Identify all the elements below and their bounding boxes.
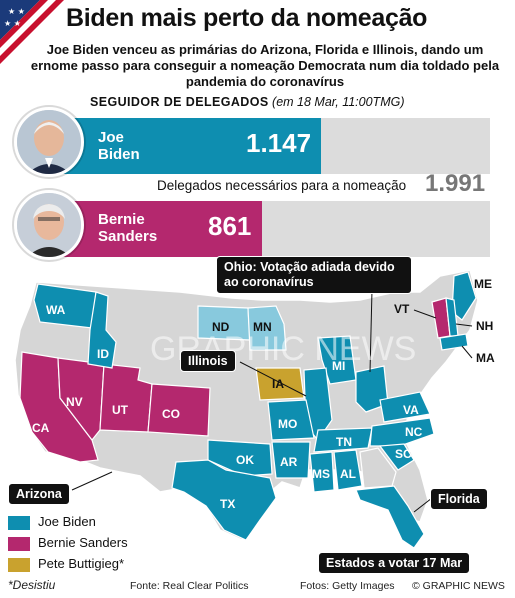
label-me: ME (474, 277, 492, 291)
state-wa (33, 283, 97, 329)
label-nc: NC (405, 425, 423, 439)
legend-sanders: Bernie Sanders (8, 535, 128, 551)
label-nv: NV (66, 395, 83, 409)
label-mn: MN (253, 320, 272, 334)
state-al (333, 449, 363, 491)
callout-illinois: Illinois (180, 350, 236, 372)
state-ar (271, 441, 311, 479)
label-ma: MA (476, 351, 495, 365)
needed-value: 1.991 (425, 170, 486, 197)
label-mi: MI (332, 359, 345, 373)
callout-arizona: Arizona (8, 483, 70, 505)
label-vt: VT (394, 302, 410, 316)
label-nh: NH (476, 319, 493, 333)
sanders-delegates: 861 (208, 211, 252, 241)
label-ut: UT (112, 403, 129, 417)
svg-text:★ ★: ★ ★ (8, 7, 25, 16)
label-sc: SC (395, 447, 412, 461)
needed-label: Delegados necessários para a nomeação (157, 178, 407, 193)
label-id: ID (97, 347, 109, 361)
state-ga (359, 447, 397, 489)
biden-delegates: 1.147 (246, 128, 312, 158)
page-subtitle: Joe Biden venceu as primárias do Arizona… (30, 42, 500, 89)
label-ar: AR (280, 455, 298, 469)
state-mo (267, 399, 315, 441)
label-ms: MS (312, 467, 330, 481)
us-flag-corner-icon: ★ ★ ★ ★ (0, 0, 70, 70)
state-ms (309, 451, 335, 493)
tracker-note: (em 18 Mar, 11:00TMG) (272, 95, 405, 109)
sanders-photo (14, 190, 84, 260)
label-co: CO (162, 407, 180, 421)
svg-text:★ ★: ★ ★ (4, 19, 21, 28)
label-nd: ND (212, 320, 230, 334)
state-mn (247, 305, 287, 351)
label-tn: TN (336, 435, 352, 449)
label-wa: WA (46, 303, 66, 317)
legend-biden-swatch (8, 515, 30, 530)
legend-biden: Joe Biden (8, 514, 96, 530)
label-mo: MO (278, 417, 297, 431)
footer-note: *Desistiu (8, 578, 56, 592)
label-al: AL (340, 467, 356, 481)
biden-bar-fill (40, 118, 321, 174)
legend-buttigieg: Pete Buttigieg* (8, 556, 124, 572)
footer-source: Fonte: Real Clear Politics (130, 580, 249, 592)
state-tx (171, 459, 277, 541)
label-tx: TX (220, 497, 235, 511)
page-title: Biden mais perto da nomeação (66, 4, 428, 32)
state-mi (317, 335, 357, 385)
legend-buttigieg-swatch (8, 557, 30, 572)
state-co (147, 383, 211, 437)
state-ma (439, 333, 469, 351)
callout-florida: Florida (430, 488, 488, 510)
delegate-tracker-heading: Seguidor de Delegados (em 18 Mar, 11:00T… (90, 95, 405, 109)
state-fl (355, 485, 425, 549)
tracker-label: Seguidor de Delegados (90, 95, 269, 109)
sanders-name: Bernie Sanders (98, 211, 158, 245)
footer-photos: Fotos: Getty Images (300, 580, 395, 592)
label-va: VA (403, 403, 419, 417)
state-tn (313, 427, 373, 453)
callout-ohio: Ohio: Votação adiada devido ao coronavír… (216, 256, 412, 294)
biden-name: Joe Biden (98, 129, 140, 163)
callout-march17: Estados a votar 17 Mar (318, 552, 471, 574)
legend-sanders-swatch (8, 536, 30, 551)
state-sc (378, 443, 415, 471)
biden-photo (14, 107, 84, 177)
state-id (87, 291, 117, 369)
state-nc (369, 417, 435, 447)
footer-credit: © GRAPHIC NEWS (412, 580, 505, 592)
us-results-map: WA ID ND MN IA MI CA NV UT CO MO OK AR T… (14, 269, 495, 549)
state-va (379, 391, 431, 423)
label-ok: OK (236, 453, 254, 467)
label-ca: CA (32, 421, 50, 435)
